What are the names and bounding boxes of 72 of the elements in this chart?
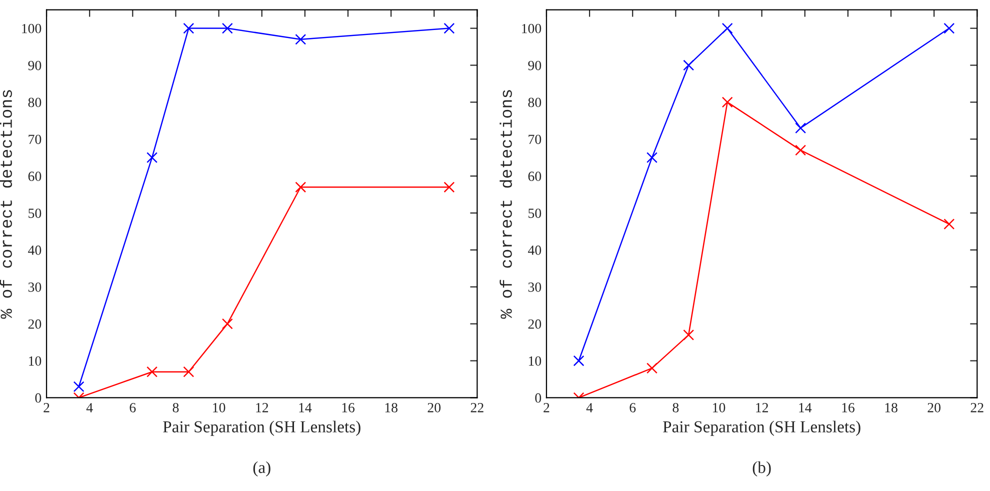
point <box>722 22 733 34</box>
x-tick-label: 8 <box>172 402 179 412</box>
x-tick-label: 12 <box>756 403 768 412</box>
x-tick-label: 16 <box>342 403 355 412</box>
y-tick-label: 90 <box>528 60 542 70</box>
x-tick-label: 2 <box>44 403 50 412</box>
x-tick-label: 6 <box>130 403 136 412</box>
point <box>444 182 455 193</box>
y-tick-label: 40 <box>28 246 42 255</box>
point <box>722 96 733 108</box>
x-tick-label: 14 <box>799 403 812 412</box>
y-tick-label: 40 <box>528 246 542 255</box>
point <box>646 362 658 374</box>
text: (a) <box>253 461 270 476</box>
y-tick-label: 20 <box>528 319 542 329</box>
point <box>944 22 955 34</box>
point <box>73 381 84 392</box>
point <box>646 152 658 164</box>
x-tick-label: 4 <box>86 403 93 412</box>
point <box>295 182 306 193</box>
y-tick-label: 0 <box>535 393 542 403</box>
y-tick-label: 10 <box>528 356 542 366</box>
x-tick-label: 12 <box>256 403 268 412</box>
point <box>295 34 306 45</box>
y-tick-label: 0 <box>35 393 42 403</box>
point <box>222 318 233 330</box>
point <box>444 22 455 34</box>
y-tick-label: 30 <box>528 282 542 292</box>
y-tick-label: 80 <box>528 98 542 108</box>
y-tick-label: 70 <box>28 134 42 144</box>
point <box>183 22 194 34</box>
y-tick-label: 70 <box>528 134 542 144</box>
x-tick-label: 2 <box>544 403 550 412</box>
point <box>573 355 584 366</box>
y-tick-label: 90 <box>28 60 42 70</box>
x-tick-label: 22 <box>970 403 984 412</box>
y-tick-label: 20 <box>28 319 42 329</box>
y-tick-label: 30 <box>28 282 42 292</box>
x-axis-title: Pair Separation (SH Lenslets) <box>163 420 360 436</box>
y-tick-label: 60 <box>528 172 542 182</box>
point <box>944 218 955 230</box>
y-axis-title: % of correct detections <box>500 90 512 319</box>
x-tick-label: 6 <box>630 403 636 412</box>
point <box>183 366 194 378</box>
x-tick-label: 10 <box>713 402 726 412</box>
x-tick-label: 16 <box>842 403 854 412</box>
x-tick-label: 14 <box>299 403 312 412</box>
y-tick-label: 80 <box>28 98 42 108</box>
point <box>795 122 806 134</box>
x-axis-title: Pair Separation (SH Lenslets) <box>663 420 860 436</box>
x-tick-label: 20 <box>428 402 441 412</box>
y-tick-label: 10 <box>29 356 42 366</box>
y-tick-label: 50 <box>528 208 542 218</box>
point <box>683 329 694 340</box>
x-tick-label: 4 <box>586 403 593 412</box>
point <box>146 366 158 378</box>
y-tick-label: 50 <box>28 208 42 218</box>
x-tick-label: 18 <box>385 402 398 412</box>
point <box>795 144 806 156</box>
text: (b) <box>752 461 771 476</box>
y-tick-label: 100 <box>22 24 42 34</box>
point <box>222 22 233 34</box>
point <box>683 60 694 71</box>
y-tick-label: 60 <box>28 172 42 182</box>
y-axis-title: % of correct detections <box>0 90 12 319</box>
y-tick-label: 100 <box>522 24 542 34</box>
x-tick-label: 10 <box>213 402 226 412</box>
x-tick-label: 18 <box>885 402 898 412</box>
x-tick-label: 8 <box>672 402 679 412</box>
x-tick-label: 20 <box>928 402 940 412</box>
point <box>146 152 158 164</box>
x-tick-label: 22 <box>470 403 484 412</box>
